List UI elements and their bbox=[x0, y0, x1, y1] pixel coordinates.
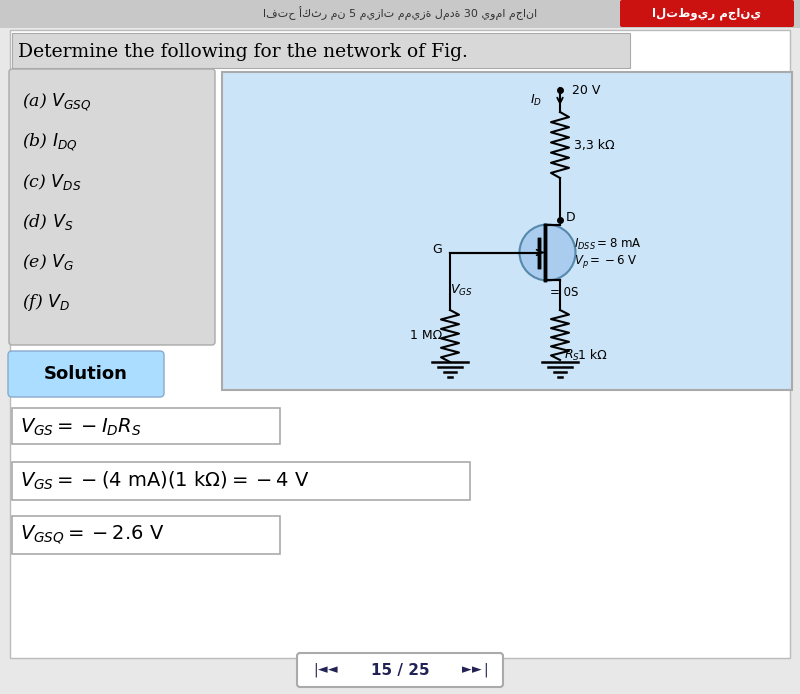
Text: التطوير مجاني: التطوير مجاني bbox=[653, 6, 762, 19]
Text: 1 MΩ: 1 MΩ bbox=[410, 328, 442, 341]
FancyBboxPatch shape bbox=[8, 351, 164, 397]
Text: Determine the following for the network of Fig.: Determine the following for the network … bbox=[18, 43, 468, 61]
Text: $I_{DSS} = 8$ mA: $I_{DSS} = 8$ mA bbox=[574, 237, 642, 252]
Text: (a) $V_{GSQ}$: (a) $V_{GSQ}$ bbox=[22, 91, 91, 113]
FancyBboxPatch shape bbox=[12, 408, 280, 444]
FancyBboxPatch shape bbox=[12, 516, 280, 554]
Text: Solution: Solution bbox=[44, 365, 128, 383]
Text: $V_{GS}$: $V_{GS}$ bbox=[450, 282, 473, 298]
Text: $I_D$: $I_D$ bbox=[530, 92, 542, 108]
Text: ◄: ◄ bbox=[318, 663, 328, 677]
FancyBboxPatch shape bbox=[12, 33, 630, 68]
Text: $V_{GS} = -(4\ \mathrm{mA})(1\ \mathrm{k\Omega}) = -4\ \mathrm{V}$: $V_{GS} = -(4\ \mathrm{mA})(1\ \mathrm{k… bbox=[20, 470, 310, 492]
Text: (d) $V_S$: (d) $V_S$ bbox=[22, 212, 74, 232]
Text: ►: ► bbox=[472, 663, 482, 677]
FancyBboxPatch shape bbox=[297, 653, 503, 687]
FancyBboxPatch shape bbox=[222, 72, 792, 390]
Text: 15 / 25: 15 / 25 bbox=[370, 663, 430, 677]
Text: $R_S$: $R_S$ bbox=[564, 348, 580, 362]
Text: (c) $V_{DS}$: (c) $V_{DS}$ bbox=[22, 172, 82, 192]
Text: = 0S: = 0S bbox=[550, 285, 578, 298]
Text: |: | bbox=[314, 663, 318, 677]
Text: 3,3 kΩ: 3,3 kΩ bbox=[574, 139, 614, 151]
Text: $V_p = -6$ V: $V_p = -6$ V bbox=[574, 253, 638, 270]
Text: $V_{GS} = -I_D R_S$: $V_{GS} = -I_D R_S$ bbox=[20, 416, 142, 438]
FancyBboxPatch shape bbox=[0, 0, 800, 28]
Text: ►: ► bbox=[462, 663, 472, 677]
Circle shape bbox=[519, 224, 575, 280]
Text: افتح أكثر من 5 ميزات مميزة لمدة 30 يوما مجانا: افتح أكثر من 5 ميزات مميزة لمدة 30 يوما … bbox=[263, 6, 537, 20]
FancyBboxPatch shape bbox=[9, 69, 215, 345]
Text: (b) $I_{DQ}$: (b) $I_{DQ}$ bbox=[22, 131, 78, 153]
Text: D: D bbox=[566, 210, 576, 223]
Text: (f) $V_D$: (f) $V_D$ bbox=[22, 291, 70, 312]
Text: 20 V: 20 V bbox=[572, 83, 600, 96]
Text: 1 kΩ: 1 kΩ bbox=[578, 348, 606, 362]
FancyBboxPatch shape bbox=[10, 30, 790, 658]
Text: $V_{GSQ} = -2.6\ \mathrm{V}$: $V_{GSQ} = -2.6\ \mathrm{V}$ bbox=[20, 524, 164, 546]
FancyBboxPatch shape bbox=[12, 462, 470, 500]
FancyBboxPatch shape bbox=[620, 0, 794, 27]
Text: ◄: ◄ bbox=[328, 663, 338, 677]
Text: |: | bbox=[484, 663, 488, 677]
Text: (e) $V_G$: (e) $V_G$ bbox=[22, 252, 74, 272]
Text: G: G bbox=[432, 243, 442, 256]
